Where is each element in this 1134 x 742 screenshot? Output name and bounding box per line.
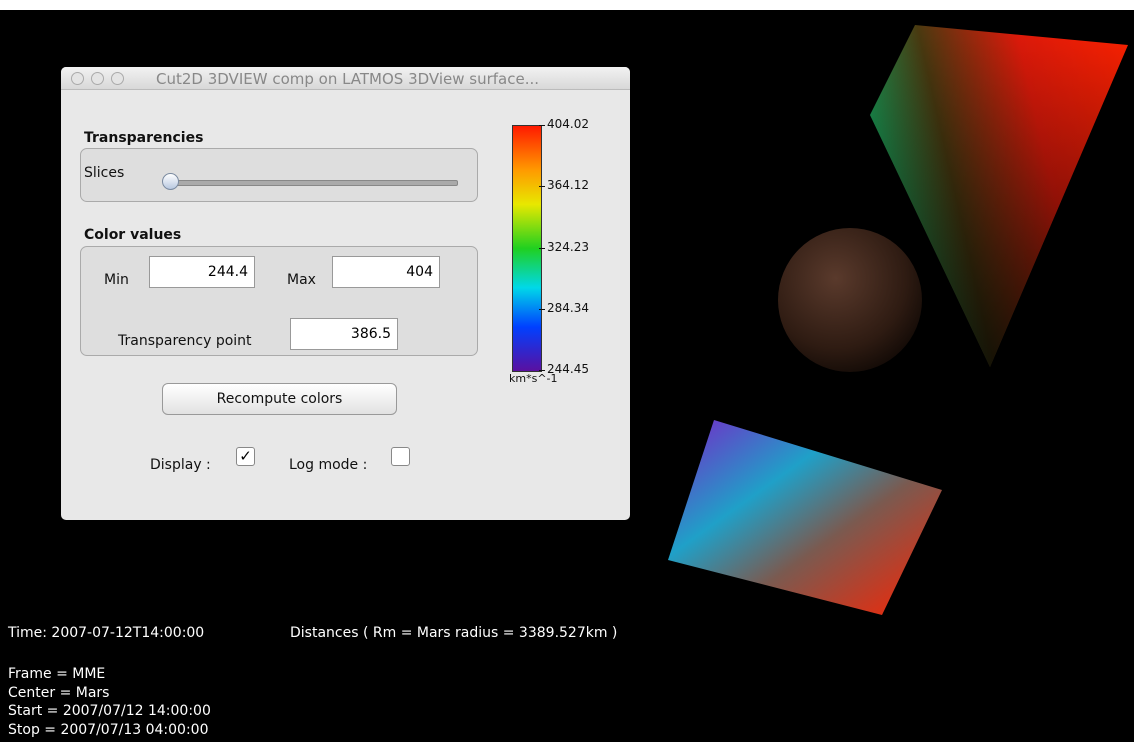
transparency-input[interactable]: 386.5 (290, 318, 398, 350)
colorbar-tick-label: 364.12 (547, 178, 589, 192)
group-box (80, 148, 478, 202)
log-mode-checkbox[interactable] (391, 447, 410, 466)
colorbar-tick (539, 125, 545, 126)
slider-knob[interactable] (162, 173, 179, 190)
display-checkbox[interactable]: ✓ (236, 447, 255, 466)
close-button[interactable] (71, 72, 84, 85)
window-title: Cut2D 3DVIEW comp on LATMOS 3DView surfa… (156, 70, 539, 88)
colorbar-unit: km*s^-1 (509, 372, 558, 385)
colorbar-tick-label: 324.23 (547, 240, 589, 254)
min-label: Min (104, 272, 129, 288)
colorbar-tick (539, 370, 545, 371)
info-line: Center = Mars (8, 685, 109, 701)
dialog: Cut2D 3DVIEW comp on LATMOS 3DView surfa… (61, 67, 630, 520)
time-text: Time: 2007-07-12T14:00:00 (8, 625, 204, 641)
section-heading: Color values (84, 227, 181, 243)
colorbar-tick (539, 248, 545, 249)
log-mode-label: Log mode : (289, 457, 367, 473)
max-label: Max (287, 272, 316, 288)
page: Cut2D 3DVIEW comp on LATMOS 3DView surfa… (0, 0, 1134, 742)
display-label: Display : (150, 457, 211, 473)
colorbar-tick-label: 404.02 (547, 117, 589, 131)
planet (778, 228, 922, 372)
max-input[interactable]: 404 (332, 256, 440, 288)
slider-track[interactable] (170, 180, 458, 186)
info-line: Start = 2007/07/12 14:00:00 (8, 703, 211, 719)
slider-label: Slices (84, 165, 124, 181)
info-line: Stop = 2007/07/13 04:00:00 (8, 722, 208, 738)
min-input[interactable]: 244.4 (149, 256, 255, 288)
title-bar: Cut2D 3DVIEW comp on LATMOS 3DView surfa… (61, 67, 630, 90)
colorbar (512, 125, 542, 372)
colorbar-tick (539, 186, 545, 187)
transparency-label: Transparency point (118, 333, 252, 349)
section-heading: Transparencies (84, 130, 203, 146)
zoom-button[interactable] (111, 72, 124, 85)
recompute-button[interactable]: Recompute colors (162, 383, 397, 415)
distances-text: Distances ( Rm = Mars radius = 3389.527k… (290, 625, 617, 641)
viewer: Cut2D 3DVIEW comp on LATMOS 3DView surfa… (0, 10, 1134, 742)
info-line: Frame = MME (8, 666, 105, 682)
colorbar-tick-label: 284.34 (547, 301, 589, 315)
slice (668, 420, 942, 615)
minimize-button[interactable] (91, 72, 104, 85)
colorbar-tick (539, 309, 545, 310)
